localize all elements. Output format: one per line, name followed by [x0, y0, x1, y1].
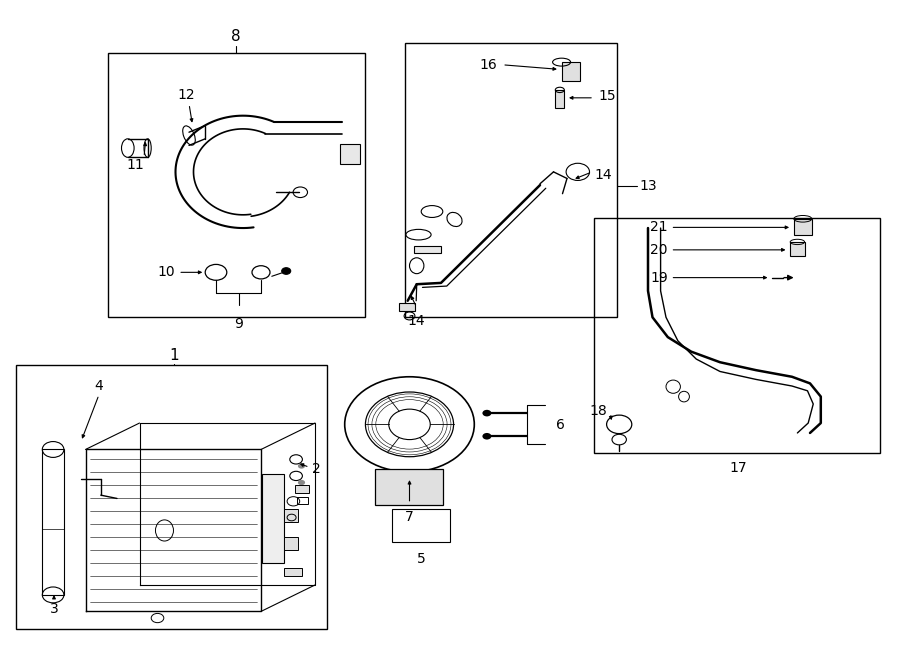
Circle shape: [482, 433, 491, 440]
Bar: [414, 246, 441, 253]
Text: 6: 6: [556, 418, 565, 432]
Text: 3: 3: [50, 602, 58, 615]
Bar: [375, 469, 443, 505]
Text: 14: 14: [408, 314, 426, 328]
Text: 14: 14: [594, 168, 612, 182]
Circle shape: [282, 268, 291, 274]
Circle shape: [298, 463, 305, 469]
Bar: [16, 365, 327, 629]
Bar: [555, 90, 564, 108]
Text: 10: 10: [158, 265, 176, 280]
Circle shape: [482, 410, 491, 416]
Text: 4: 4: [94, 379, 104, 393]
Text: 21: 21: [650, 220, 668, 235]
Bar: [399, 303, 415, 311]
Bar: [284, 509, 298, 522]
Text: 16: 16: [479, 58, 497, 72]
Text: 8: 8: [231, 29, 240, 44]
Text: 11: 11: [126, 158, 144, 173]
Bar: [340, 144, 360, 164]
Bar: [284, 537, 298, 550]
Bar: [42, 449, 64, 595]
Circle shape: [298, 480, 305, 485]
Bar: [284, 568, 302, 576]
Text: 17: 17: [729, 461, 747, 475]
Text: 9: 9: [234, 317, 243, 331]
Text: 13: 13: [639, 179, 657, 194]
Text: 5: 5: [417, 552, 426, 566]
Text: 19: 19: [650, 270, 668, 285]
Text: 15: 15: [598, 89, 616, 103]
Bar: [295, 485, 309, 493]
Bar: [297, 497, 308, 504]
Bar: [392, 509, 450, 542]
Bar: [562, 62, 580, 81]
Bar: [108, 53, 364, 317]
Text: 7: 7: [405, 510, 414, 524]
Text: 12: 12: [177, 89, 195, 102]
Text: 2: 2: [312, 462, 321, 477]
Bar: [594, 218, 880, 453]
Bar: [405, 43, 616, 317]
Text: 20: 20: [651, 243, 668, 257]
Text: 18: 18: [590, 404, 608, 418]
Text: 1: 1: [169, 348, 178, 363]
Bar: [262, 474, 284, 563]
Bar: [790, 242, 805, 256]
Bar: [794, 219, 812, 235]
